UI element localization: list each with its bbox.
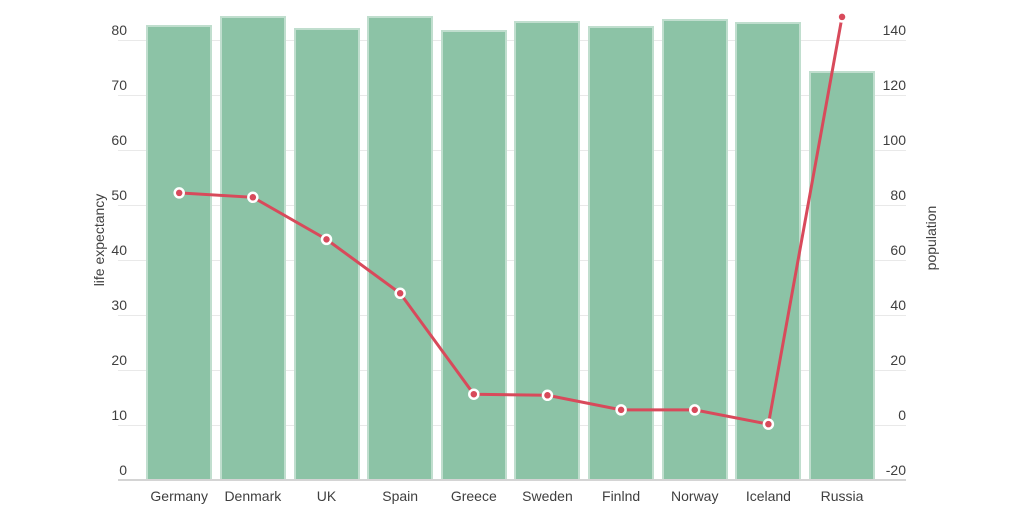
line-point-russia[interactable] bbox=[836, 11, 848, 23]
bar-uk[interactable] bbox=[293, 27, 360, 480]
y-axis-tick-label-left: 50 bbox=[111, 187, 127, 203]
y-axis-tick-label-left: 80 bbox=[111, 22, 127, 38]
x-axis-label-sweden: Sweden bbox=[522, 488, 573, 504]
bar-germany[interactable] bbox=[146, 25, 213, 480]
y-axis-title-right: population bbox=[923, 205, 939, 271]
x-axis-label-norway: Norway bbox=[671, 488, 719, 504]
y-axis-tick-label-right: 140 bbox=[882, 22, 906, 38]
x-axis-label-uk: UK bbox=[316, 488, 337, 504]
y-axis-tick-label-right: 0 bbox=[898, 407, 906, 423]
x-axis-label-finlnd: Finlnd bbox=[602, 488, 641, 504]
x-axis-label-denmark: Denmark bbox=[224, 488, 282, 504]
line-point-greece[interactable] bbox=[468, 388, 480, 400]
y-axis-tick-label-left: 60 bbox=[111, 132, 127, 148]
x-axis-label-greece: Greece bbox=[450, 488, 497, 504]
line-point-norway[interactable] bbox=[689, 404, 701, 416]
x-axis-label-iceland: Iceland bbox=[745, 488, 791, 504]
y-axis-tick-label-right: 20 bbox=[890, 352, 906, 368]
y-axis-tick-label-left: 0 bbox=[119, 462, 127, 478]
y-axis-title-left: life expectancy bbox=[91, 193, 107, 287]
y-axis-tick-label-right: 60 bbox=[890, 242, 906, 258]
bar-spain[interactable] bbox=[367, 16, 434, 480]
y-axis-tick-label-right: -20 bbox=[885, 462, 906, 478]
line-point-germany[interactable] bbox=[173, 187, 185, 199]
y-axis-tick-label-right: 80 bbox=[890, 187, 906, 203]
y-axis-tick-label-right: 100 bbox=[882, 132, 906, 148]
y-axis-tick-label-right: 120 bbox=[882, 77, 906, 93]
x-axis-label-russia: Russia bbox=[820, 488, 864, 504]
y-axis-tick-label-left: 70 bbox=[111, 77, 127, 93]
bar-denmark[interactable] bbox=[219, 16, 286, 480]
line-point-iceland[interactable] bbox=[762, 418, 775, 430]
bar-sweden[interactable] bbox=[514, 21, 581, 480]
line-point-denmark[interactable] bbox=[247, 191, 259, 204]
bar-greece[interactable] bbox=[440, 29, 507, 480]
line-point-spain[interactable] bbox=[394, 287, 406, 300]
x-axis-line bbox=[118, 479, 906, 481]
line-point-uk[interactable] bbox=[320, 233, 333, 246]
y-axis-tick-label-left: 30 bbox=[111, 297, 127, 313]
y-axis-tick-label-left: 10 bbox=[111, 407, 127, 423]
y-axis-tick-label-left: 40 bbox=[111, 242, 127, 258]
x-axis-label-spain: Spain bbox=[382, 488, 419, 504]
y-axis-tick-label-right: 40 bbox=[890, 297, 906, 313]
x-axis-label-germany: Germany bbox=[150, 488, 208, 504]
y-axis-tick-label-left: 20 bbox=[111, 352, 127, 368]
line-point-sweden[interactable] bbox=[541, 389, 554, 402]
line-point-finlnd[interactable] bbox=[615, 404, 627, 416]
bar-iceland[interactable] bbox=[735, 22, 802, 480]
